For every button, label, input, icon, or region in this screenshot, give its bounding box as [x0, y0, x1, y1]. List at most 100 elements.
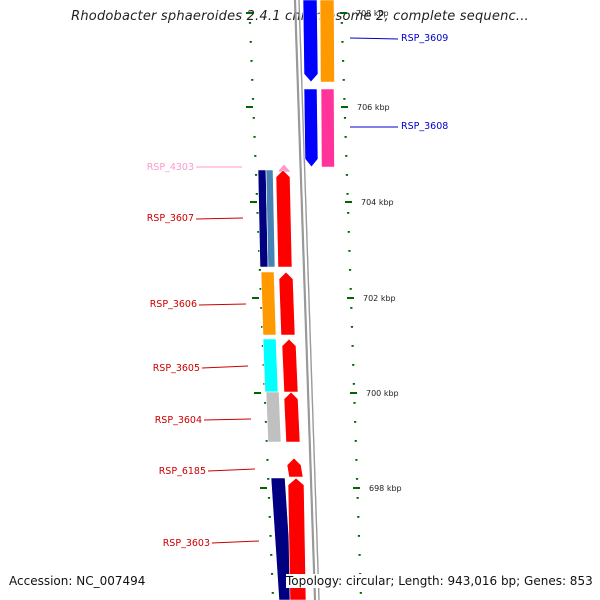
tick-right: [342, 60, 345, 62]
tick-left: [271, 592, 274, 594]
tick-right: [343, 98, 346, 100]
tick-right: [348, 269, 352, 271]
tick-left: [251, 79, 254, 81]
tick-right: [352, 383, 355, 385]
gene-label-rsp-3605: RSP_3605: [153, 363, 200, 374]
tick-right: [341, 41, 344, 43]
gene-rsp-3609: [302, 0, 319, 83]
gene-rsp-3605: [281, 338, 299, 393]
tick-right: [351, 345, 354, 347]
tick-right: [347, 231, 350, 233]
gene-label-rsp-3607: RSP_3607: [147, 213, 194, 224]
major-tick-left: [246, 106, 253, 108]
major-tick-right: [347, 297, 354, 299]
major-tick-right: [350, 392, 357, 394]
gene-pink: [320, 88, 335, 168]
tick-left: [260, 307, 263, 309]
major-tick-right: [341, 106, 348, 108]
major-tick-right: [345, 201, 352, 203]
gene-rsp-4303: [277, 163, 293, 173]
gene-cyan-3605: [262, 338, 279, 393]
tick-left: [261, 345, 264, 347]
scale-label: 702 kbp: [363, 294, 396, 303]
gene-features: [257, 0, 335, 600]
gene-label-rsp-4303: RSP_4303: [147, 162, 194, 173]
major-tick-left: [260, 487, 267, 489]
tick-left: [259, 288, 262, 290]
tick-left: [255, 193, 258, 195]
topology-summary: Topology: circular; Length: 943,016 bp; …: [286, 574, 593, 588]
leader-line: [198, 303, 247, 306]
tick-left: [264, 421, 268, 423]
gene-rsp-3607: [275, 169, 293, 268]
gene-navy-3603: [270, 477, 294, 600]
tick-left: [266, 459, 269, 461]
tick-right: [358, 554, 361, 556]
leader-line: [349, 37, 399, 40]
tick-right: [352, 364, 355, 366]
gene-label-rsp-3606: RSP_3606: [150, 299, 197, 310]
gene-orange-3606: [260, 271, 277, 336]
gene-gray-3604: [265, 391, 282, 443]
tick-right: [354, 440, 357, 442]
gene-label-rsp-3608: RSP_3608: [401, 121, 448, 132]
tick-left: [270, 573, 274, 575]
gene-rsp-3604: [283, 391, 301, 443]
tick-left: [250, 60, 253, 62]
scale-label: 700 kbp: [366, 389, 399, 398]
tick-left: [268, 516, 271, 518]
gene-label-rsp-3604: RSP_3604: [155, 415, 202, 426]
tick-left: [256, 212, 259, 214]
tick-left: [254, 174, 258, 176]
gene-orange-top: [319, 0, 335, 83]
tick-left: [269, 535, 272, 537]
tick-right: [355, 478, 359, 480]
tick-right: [353, 402, 356, 404]
gene-steel-3607: [265, 169, 276, 268]
backbone-line-left: [293, 0, 317, 600]
tick-right: [350, 326, 354, 328]
tick-right: [348, 250, 351, 252]
accession-text: Accession: NC_007494: [9, 574, 146, 588]
leader-line: [201, 365, 249, 369]
scale-label: 704 kbp: [361, 198, 394, 207]
tick-left: [264, 402, 267, 404]
gene-rsp-6185: [286, 457, 304, 478]
leader-line: [203, 418, 252, 421]
tick-left: [262, 364, 265, 366]
tick-right: [354, 421, 357, 423]
major-tick-left: [252, 297, 259, 299]
gene-rsp-3603: [287, 477, 307, 600]
major-tick-left: [250, 201, 257, 203]
major-tick-left: [246, 12, 253, 14]
tick-right: [346, 193, 349, 195]
tick-right: [343, 117, 347, 119]
backbone: [293, 0, 320, 600]
tick-right: [350, 307, 353, 309]
tick-right: [344, 136, 347, 138]
tick-left: [253, 136, 256, 138]
tick-right: [345, 174, 348, 176]
gene-labels: RSP_3609 RSP_3608 RSP_4303 RSP_3607 RSP_3606…: [147, 33, 449, 549]
gene-label-rsp-3603: RSP_3603: [163, 538, 210, 549]
tick-left: [258, 250, 261, 252]
tick-left: [252, 117, 255, 119]
tick-left: [270, 554, 273, 556]
major-tick-left: [254, 392, 261, 394]
scale-label: 698 kbp: [369, 484, 402, 493]
tick-left: [249, 41, 252, 43]
tick-right: [356, 497, 359, 499]
tick-left: [267, 497, 271, 499]
major-tick-right: [340, 12, 347, 14]
tick-right: [359, 592, 362, 594]
gene-label-rsp-3609: RSP_3609: [401, 33, 448, 44]
tick-left: [267, 478, 270, 480]
tick-right: [342, 79, 345, 81]
leader-line: [207, 468, 256, 472]
tick-right: [349, 288, 352, 290]
tick-right: [340, 22, 343, 24]
gene-rsp-3608: [303, 88, 319, 168]
scale-ticks: 708 kbp 706 kbp 704 kbp 702 kbp 700 kbp 698 k…: [246, 9, 402, 594]
tick-right: [347, 212, 350, 214]
